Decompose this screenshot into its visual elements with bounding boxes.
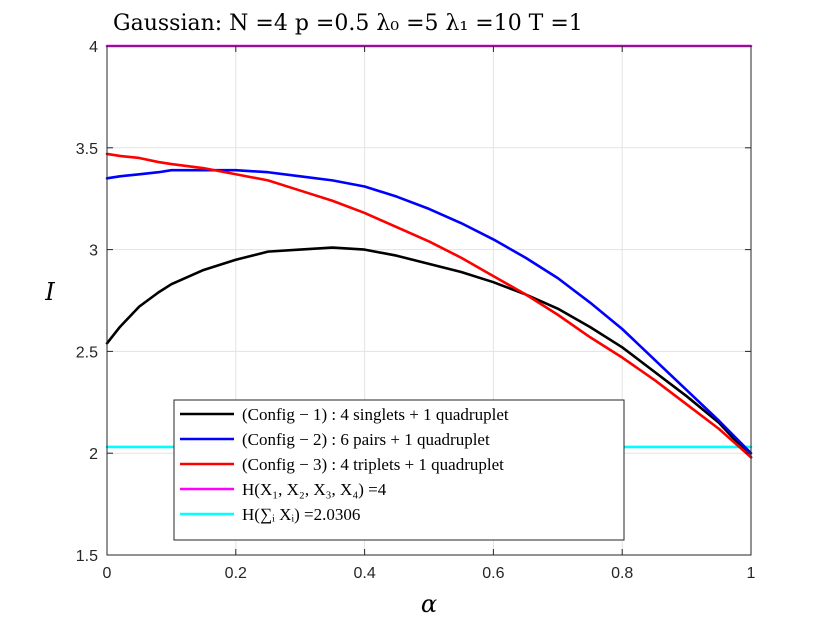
x-tick-label: 0.4 bbox=[353, 565, 375, 582]
y-tick-label: 3.5 bbox=[76, 141, 98, 158]
axes-box bbox=[106, 45, 752, 556]
x-tick-label: 0.2 bbox=[225, 565, 247, 582]
legend-label: H(X₁, X₂, X₃, X₄) =4 bbox=[242, 480, 387, 499]
y-tick-label: 3 bbox=[89, 243, 98, 260]
y-tick-label: 4 bbox=[89, 39, 98, 56]
legend-label: (Config − 3) : 4 triplets + 1 quadruplet bbox=[242, 455, 504, 474]
title-text: Gaussian: N =4 p =0.5 λ₀ =5 λ₁ =10 T =1 bbox=[113, 11, 583, 36]
x-axis-label: α bbox=[421, 590, 437, 618]
series-line-2 bbox=[105, 168, 753, 455]
series-line-3 bbox=[105, 152, 753, 459]
y-tick-label: 2.5 bbox=[76, 344, 98, 361]
chart-title: Gaussian: N =4 p =0.5 λ₀ =5 λ₁ =10 T =1 bbox=[113, 11, 583, 36]
legend-label: (Config − 1) : 4 singlets + 1 quadruplet bbox=[242, 405, 509, 424]
legend-box bbox=[173, 399, 625, 541]
x-tick-label: 0.8 bbox=[611, 565, 633, 582]
legend: (Config − 1) : 4 singlets + 1 quadruplet… bbox=[173, 399, 625, 541]
x-tick-label: 0 bbox=[103, 565, 112, 582]
series-line-1 bbox=[105, 246, 753, 459]
legend-label: H(∑ᵢ Xᵢ) =2.0306 bbox=[242, 505, 360, 524]
legend-label: (Config − 2) : 6 pairs + 1 quadruplet bbox=[242, 430, 490, 449]
y-tick-label: 1.5 bbox=[76, 548, 98, 565]
y-tick-label: 2 bbox=[89, 446, 98, 463]
axis-ticks: 0 0.2 0.4 0.6 0.8 1 1.5 2 2.5 3 3.5 4 bbox=[76, 39, 756, 582]
x-tick-label: 0.6 bbox=[482, 565, 504, 582]
y-axis-label: I bbox=[44, 278, 55, 306]
x-tick-label: 1 bbox=[747, 565, 756, 582]
